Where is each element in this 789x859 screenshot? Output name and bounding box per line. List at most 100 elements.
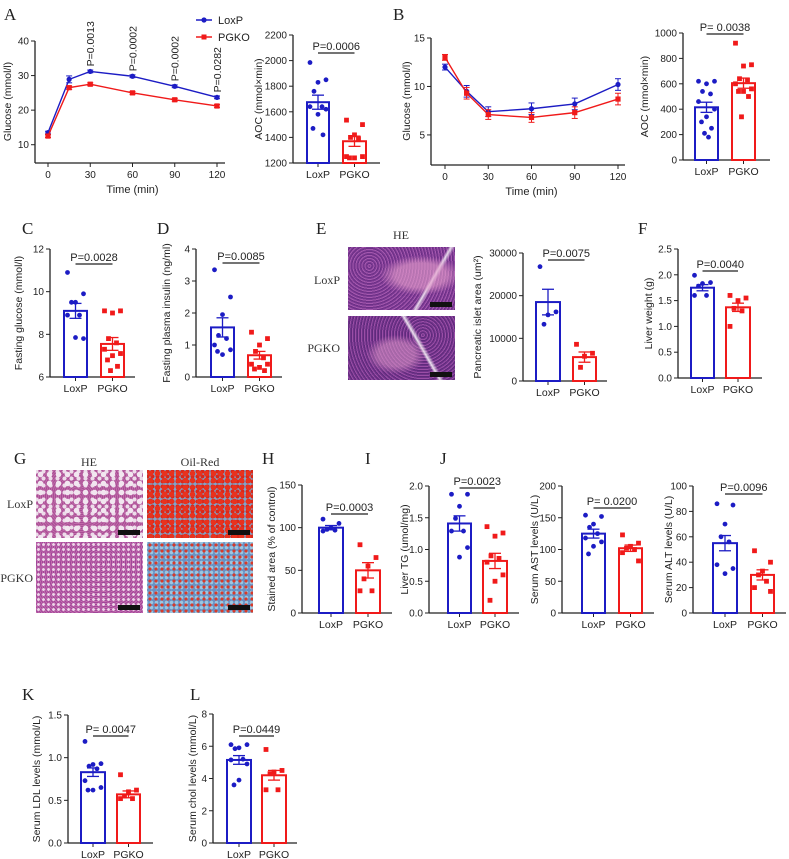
data-point-pgko — [87, 81, 93, 87]
data-point-loxp — [69, 299, 74, 305]
scale-bar — [228, 530, 250, 535]
x-tick-label: LoxP — [713, 619, 737, 631]
data-point-loxp — [320, 516, 326, 522]
y-tick-label: 0 — [671, 156, 677, 167]
x-tick-label: PGKO — [113, 849, 143, 859]
data-point-pgko — [737, 76, 742, 82]
data-point-loxp — [615, 81, 621, 88]
chart-h: 0.0 0.5 1.0 1.5 2.0 Liver TG (umol/mg) LoxP PGK… — [399, 476, 519, 631]
data-point-loxp — [586, 551, 591, 557]
data-point-loxp — [700, 89, 705, 94]
x-tick-label: 0 — [45, 170, 51, 181]
data-point-pgko — [735, 298, 741, 303]
data-point-pgko — [442, 54, 448, 60]
p-value-annotation: P=0.0013 — [85, 21, 97, 66]
panel-label-h: H — [262, 449, 274, 468]
y-tick-label: 1.0 — [48, 753, 62, 764]
data-point-pgko — [130, 796, 135, 802]
p-value-label: P= 0.0038 — [700, 22, 750, 34]
scale-bar — [430, 372, 452, 377]
y-tick-label: 100 — [279, 523, 296, 534]
data-point-pgko — [582, 353, 587, 359]
y-tick-label: 0 — [550, 609, 556, 620]
data-point-loxp — [704, 293, 709, 298]
y-tick-label: 150 — [539, 513, 556, 524]
y-tick-label: 2000 — [265, 56, 288, 67]
data-point-pgko — [352, 132, 357, 138]
data-point-loxp — [587, 524, 592, 530]
data-point-pgko — [106, 336, 111, 341]
data-point-loxp — [81, 291, 86, 297]
x-tick-label: 30 — [85, 170, 97, 181]
data-point-pgko — [45, 133, 51, 139]
p-value-label: P= 0.0047 — [86, 724, 136, 736]
data-point-loxp — [718, 534, 724, 540]
data-point-loxp — [98, 761, 104, 767]
data-point-pgko — [102, 308, 107, 314]
data-point-loxp — [599, 514, 604, 519]
y-tick-label: 30 — [18, 71, 30, 82]
y-tick-label: 0.5 — [409, 577, 423, 588]
data-point-pgko — [739, 308, 745, 314]
y-tick-label: 100 — [670, 482, 687, 493]
y-tick-label: 0.0 — [48, 839, 62, 850]
data-point-loxp — [231, 782, 237, 788]
data-point-loxp — [692, 293, 697, 298]
data-point-loxp — [465, 491, 470, 497]
data-point-pgko — [485, 111, 491, 118]
bar-loxp — [690, 286, 715, 380]
y-tick-label: 50 — [545, 577, 557, 588]
histology-g-he-pgko-image — [36, 542, 143, 613]
y-tick-label: 6 — [38, 373, 44, 384]
data-point-loxp — [465, 545, 470, 550]
bar-pgko — [731, 82, 756, 161]
data-point-loxp — [702, 130, 707, 136]
y-axis-label: Stained area (% of control) — [266, 487, 278, 612]
data-point-pgko — [265, 361, 270, 367]
data-point-loxp — [328, 525, 334, 531]
y-axis-label: Glucose (mmol/l) — [2, 62, 14, 141]
y-tick-label: 0 — [184, 373, 190, 384]
data-point-loxp — [712, 106, 717, 112]
data-point-pgko — [344, 154, 349, 159]
data-point-loxp — [730, 502, 736, 508]
scale-bar — [118, 605, 140, 610]
data-point-loxp — [453, 515, 458, 521]
y-tick-label: 0.0 — [409, 609, 423, 620]
data-point-loxp — [722, 571, 728, 577]
chart-a-bar: 1200 1400 1600 1800 2000 2200 AOC (mmol×min) Lo… — [253, 31, 380, 181]
panel-label-d: D — [157, 219, 169, 238]
y-tick-label: 15 — [414, 34, 426, 45]
y-tick-label: 0.5 — [658, 348, 672, 359]
data-point-loxp — [696, 283, 701, 289]
data-point-pgko — [129, 90, 136, 96]
data-point-pgko — [741, 89, 746, 94]
data-point-loxp — [228, 347, 233, 353]
data-point-loxp — [73, 335, 78, 340]
x-tick-label: 120 — [209, 170, 226, 181]
data-point-loxp — [82, 778, 88, 784]
data-point-pgko — [352, 155, 357, 161]
x-tick-label: LoxP — [695, 166, 719, 178]
x-tick-label: LoxP — [448, 619, 472, 631]
y-axis-label: Glucose (mmol/l) — [401, 61, 413, 140]
data-point-loxp — [726, 539, 732, 545]
data-point-pgko — [760, 568, 765, 574]
data-point-pgko — [496, 555, 502, 561]
y-tick-label: 1.0 — [658, 322, 672, 333]
y-axis-label: Liver weight (g) — [643, 278, 655, 350]
data-point-loxp — [541, 321, 547, 327]
data-point-pgko — [636, 540, 641, 546]
data-point-pgko — [271, 769, 277, 775]
y-tick-label: 800 — [660, 54, 677, 65]
data-point-pgko — [118, 772, 123, 778]
chart-i: 0 50 100 150 200 Serum AST levels (U/L) LoxP PG… — [529, 482, 654, 631]
data-point-pgko — [727, 293, 733, 298]
data-point-loxp — [224, 336, 229, 341]
chart-c: 6 8 10 12 Fasting glucose (mmol/l) LoxP PGKO P=… — [13, 245, 135, 395]
data-point-pgko — [743, 295, 749, 301]
data-point-pgko — [741, 63, 746, 69]
data-point-pgko — [126, 789, 131, 795]
series-line-pgko — [444, 57, 619, 119]
